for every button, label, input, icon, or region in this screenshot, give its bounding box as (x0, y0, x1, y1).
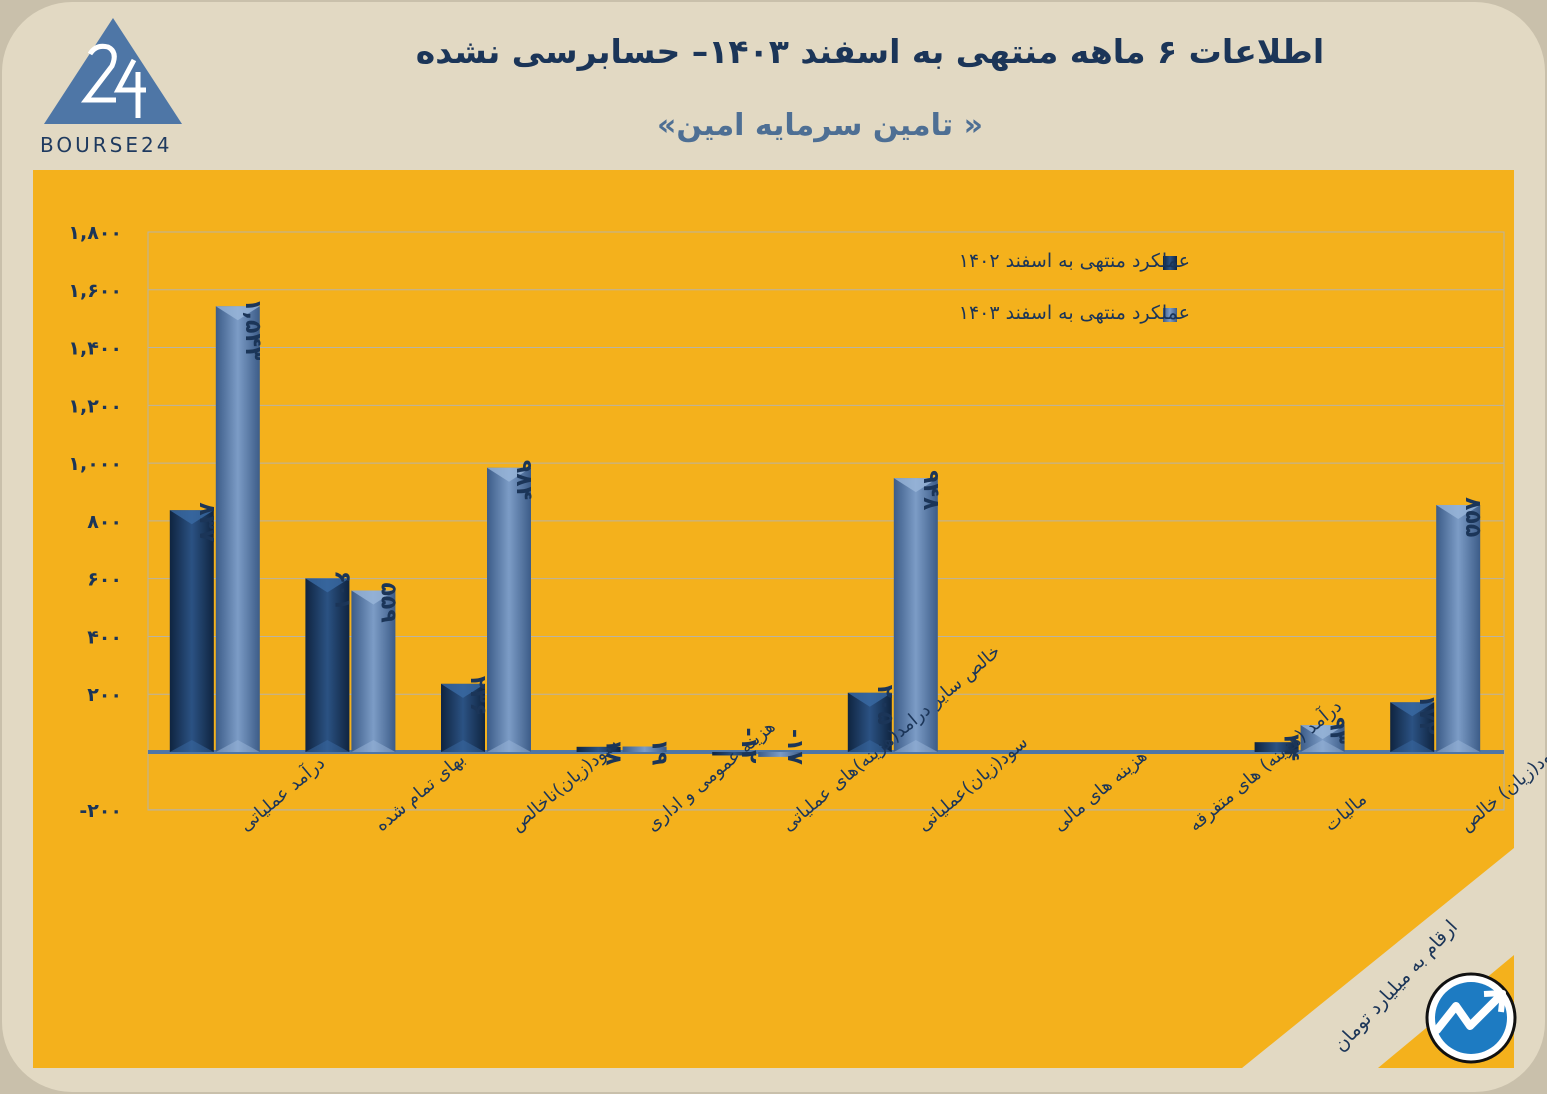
corner-ribbon (1242, 848, 1514, 1068)
value-label: ۸۵۵ (1460, 497, 1485, 537)
bar-cap (305, 578, 350, 593)
bar-cap (1390, 702, 1435, 717)
value-label: ۲۰۵ (872, 685, 897, 725)
y-tick-label: ۶۰۰ (87, 569, 122, 591)
y-tick-label: ۸۰۰ (87, 511, 122, 533)
page-title: اطلاعات ۶ ماهه منتهی به اسفند ۱۴۰۳– حساب… (415, 32, 1325, 71)
value-label: ۱۸ (601, 739, 626, 766)
legend-swatch-1403 (1163, 308, 1177, 322)
bar-1402 (576, 746, 621, 752)
bar-base (893, 740, 938, 752)
bar-base (487, 740, 531, 752)
y-tick-label: ۱,۶۰۰ (68, 280, 122, 302)
legend-swatch-1402 (1163, 256, 1177, 270)
bar-base (847, 740, 892, 752)
value-label: ۶۰۱ (329, 570, 354, 610)
legend-label-1402: عملکرد منتهی به اسفند ۱۴۰۲ (959, 250, 1190, 272)
bar-1403 (758, 752, 803, 757)
trend-arrow-icon (1425, 972, 1517, 1064)
bar-base (305, 740, 350, 752)
bar-cap (351, 590, 396, 605)
value-label: ۱,۵۴۳ (240, 298, 265, 361)
logo-text: BOURSE24 (40, 133, 173, 157)
value-label: ۸۳۷ (194, 502, 219, 543)
value-label: ۱۷۲ (1414, 694, 1439, 735)
bar-base (1390, 740, 1435, 752)
bar-1402 (712, 752, 757, 756)
y-tick-label: ۱,۸۰۰ (68, 222, 122, 244)
value-label: -۱۷ (782, 729, 807, 766)
bar-base (441, 740, 485, 752)
bar-base (351, 740, 396, 752)
value-label: ۲۳۶ (465, 676, 490, 716)
y-tick-label: ۱,۲۰۰ (68, 395, 122, 417)
bar-1403 (893, 478, 938, 752)
bar-1402 (1254, 742, 1299, 752)
bar-base (1300, 740, 1345, 752)
y-tick-label: ۴۰۰ (87, 626, 122, 648)
page-subtitle: « تامین سرمایه امین» (656, 108, 983, 143)
bar-1403 (622, 746, 667, 752)
bar-cap (215, 306, 260, 321)
legend-label-1403: عملکرد منتهی به اسفند ۱۴۰۳ (959, 302, 1190, 324)
value-label: -۱۲ (736, 727, 761, 764)
bar-cap (1300, 725, 1345, 740)
y-tick-label: ۱,۰۰۰ (68, 453, 122, 475)
bar-1403 (1436, 504, 1481, 752)
value-label: ۳۴ (1279, 734, 1304, 761)
bar-cap (893, 478, 938, 493)
y-tick-label: ۲۰۰ (87, 684, 122, 706)
value-label: ۹۴۸ (918, 470, 943, 511)
bar-cap (847, 692, 892, 707)
bar-base (169, 740, 214, 752)
bar-1402 (169, 510, 214, 752)
value-label: ۹۸۴ (511, 460, 536, 500)
bars (169, 306, 1481, 757)
bar-cap (169, 510, 214, 525)
y-axis-ticks: -۲۰۰ ۲۰۰ ۴۰۰ ۶۰۰ ۸۰۰ ۱,۰۰۰ ۱,۲۰۰ ۱,۴۰۰ ۱,۶۰۰ ۱,۸۰… (68, 222, 122, 822)
value-labels: ۸۳۷ ۱,۵۴۳ ۶۰۱ ۵۵۹ ۲۳۶ ۹۸۴ ۱۸ ۱۹ -۱۲ -۱۷ ۲۰۵ ۹۴۸ ۳۴ ۹۳… (194, 298, 1485, 766)
value-label: ۱۹ (647, 739, 672, 766)
y-tick-label: -۲۰۰ (79, 800, 122, 822)
bar-1403 (215, 306, 260, 752)
logo-24-triangle-icon (44, 18, 182, 124)
y-tick-label: ۱,۴۰۰ (68, 338, 122, 360)
bar-1403 (487, 467, 531, 752)
value-label: ۵۵۹ (375, 583, 400, 623)
bar-cap (487, 467, 531, 482)
bar-1402 (305, 578, 350, 752)
legend: عملکرد منتهی به اسفند ۱۴۰۲ عملکرد منتهی … (959, 250, 1190, 324)
bar-cap (441, 683, 485, 698)
bar-1403 (351, 590, 396, 752)
value-label: ۹۳ (1325, 717, 1350, 744)
bar-base (215, 740, 260, 752)
bar-base (1436, 740, 1481, 752)
bar-cap (1436, 504, 1481, 519)
